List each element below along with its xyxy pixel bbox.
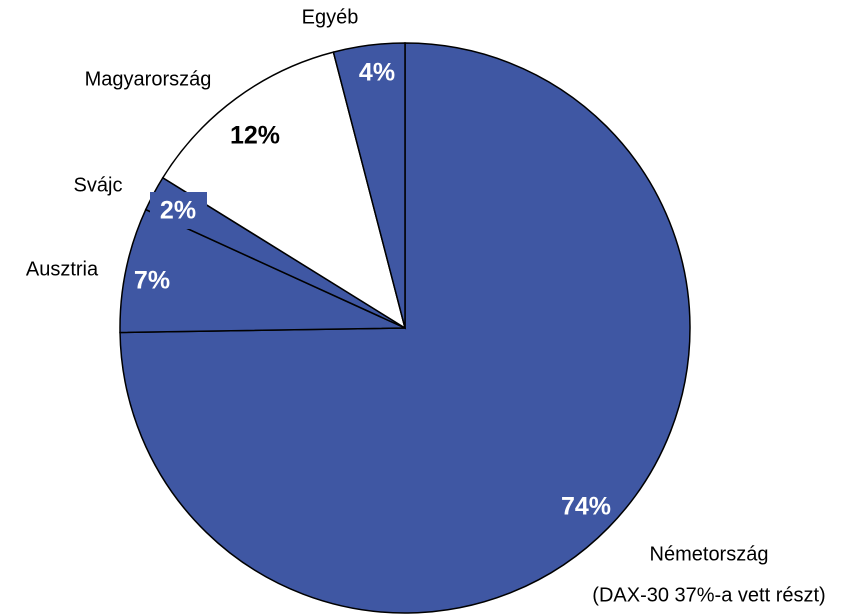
value-label: 4% xyxy=(359,59,395,87)
annotation: (DAX-30 37%-a vett részt) xyxy=(592,584,825,606)
pie-slice xyxy=(161,51,407,330)
label-box xyxy=(150,192,207,229)
value-label: 12% xyxy=(230,122,280,150)
category-label: Egyéb xyxy=(302,6,359,28)
value-label: 74% xyxy=(561,493,611,521)
category-label: Magyarország xyxy=(85,68,212,90)
category-label: Svájc xyxy=(74,174,123,196)
pie-slice xyxy=(332,42,406,329)
category-label: Németország xyxy=(650,543,769,565)
category-label: Ausztria xyxy=(26,258,99,280)
value-label: 7% xyxy=(134,267,170,295)
value-label: 2% xyxy=(160,197,196,225)
pie-slice xyxy=(119,208,406,334)
